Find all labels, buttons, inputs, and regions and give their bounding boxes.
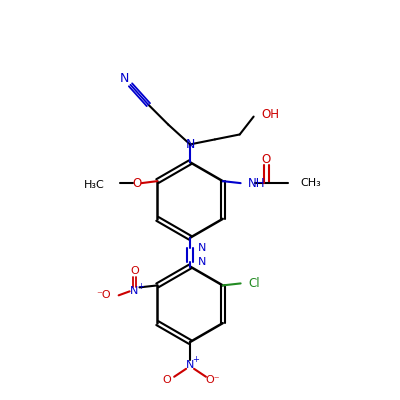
Text: ⁻O: ⁻O <box>96 290 111 300</box>
Text: O: O <box>163 375 172 385</box>
Text: N: N <box>186 360 194 370</box>
Text: O: O <box>130 266 139 276</box>
Text: N: N <box>130 286 139 296</box>
Text: O: O <box>132 177 141 190</box>
Text: N: N <box>185 138 195 151</box>
Text: O⁻: O⁻ <box>206 375 220 385</box>
Text: +: + <box>137 282 144 291</box>
Text: O: O <box>262 153 271 166</box>
Text: H₃C: H₃C <box>84 180 105 190</box>
Text: N: N <box>198 256 206 266</box>
Text: OH: OH <box>262 108 280 121</box>
Text: Cl: Cl <box>248 277 260 290</box>
Text: CH₃: CH₃ <box>300 178 321 188</box>
Text: N: N <box>120 72 129 85</box>
Text: +: + <box>192 355 200 364</box>
Text: NH: NH <box>248 177 265 190</box>
Text: N: N <box>198 243 206 253</box>
